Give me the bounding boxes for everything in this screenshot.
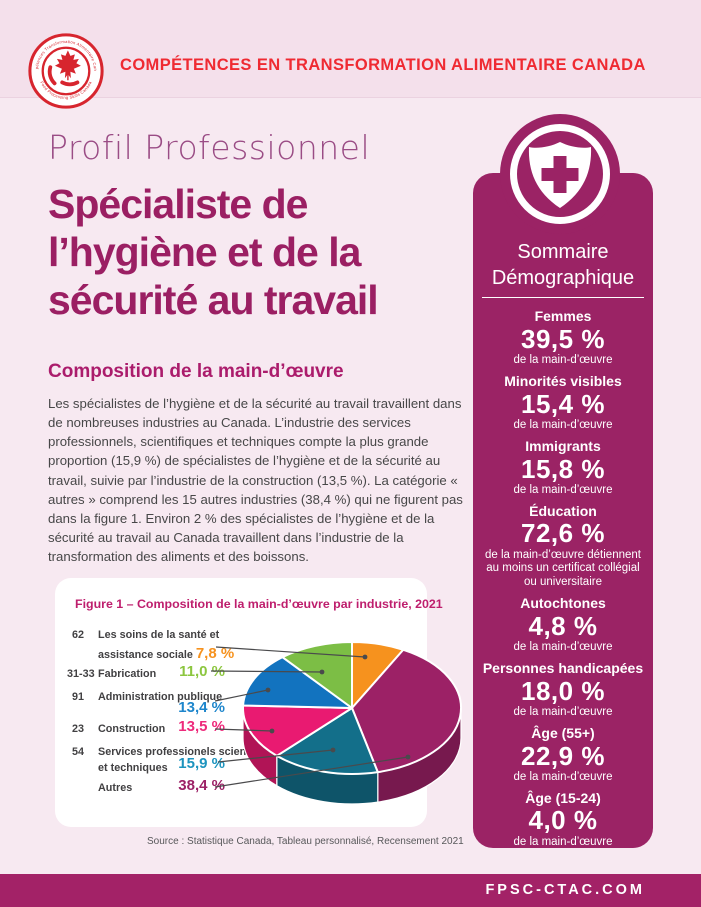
figure-card: Figure 1 – Composition de la main-d’œuvr… [55, 578, 443, 827]
figure-title: Figure 1 – Composition de la main-d’œuvr… [75, 597, 443, 611]
legend-label-2: et techniques [98, 762, 168, 775]
brand-title: COMPÉTENCES EN TRANSFORMATION ALIMENTAIR… [120, 56, 646, 74]
stat-value: 22,9 % [521, 740, 605, 771]
section-title: Composition de la main-d’œuvre [48, 361, 344, 382]
panel-divider [482, 296, 644, 298]
demographic-panel: Sommaire Démographique Femmes 39,5 % de … [473, 173, 653, 848]
stat-label: Immigrants [525, 437, 601, 454]
stat-caption: de la main-d’œuvre [513, 353, 613, 366]
stat-label: Éducation [529, 502, 597, 519]
stat-caption: de la main-d’œuvre [513, 418, 613, 431]
stat-label: Personnes handicapées [482, 659, 644, 676]
stat-autochtones: Autochtones 4,8 % de la main-d’œuvre [482, 595, 644, 654]
legend-label: Administration publique [98, 691, 223, 703]
legend-pct: 7,8 % [195, 645, 235, 663]
stat-value: 4,0 % [528, 805, 598, 836]
maple-leaf-icon [47, 50, 81, 87]
stat-caption: de la main-d’œuvre [513, 705, 613, 718]
legend-pct: 13,5 % [178, 718, 225, 735]
legend-label: Autres [98, 782, 133, 794]
stat-caption: de la main-d’œuvre [513, 835, 613, 848]
legend-pct: 13,4 % [178, 699, 225, 716]
stat-age-55: Âge (55+) 22,9 % de la main-d’œuvre [482, 725, 644, 784]
stat-value: 72,6 % [521, 518, 605, 549]
stat-minorites: Minorités visibles 15,4 % de la main-d’œ… [482, 373, 644, 432]
stat-caption: de la main-d’œuvre [513, 770, 613, 783]
stat-femmes: Femmes 39,5 % de la main-d’œuvre [482, 308, 644, 367]
stat-age-15-24: Âge (15-24) 4,0 % de la main-d’œuvre [482, 790, 644, 849]
footer-bar: FPSC-CTAC.COM [0, 874, 701, 907]
brand-logo-icon: Compétences Transformation Alimentaire C… [28, 33, 104, 109]
shield-badge-icon [500, 114, 620, 234]
legend-code: 62 [72, 629, 85, 641]
stat-label: Âge (55+) [531, 724, 595, 741]
profile-eyebrow: Profil Professionnel [48, 128, 371, 167]
stat-label: Minorités visibles [504, 372, 622, 389]
legend-label: Construction [98, 723, 166, 735]
header-band [0, 0, 701, 98]
panel-title: Sommaire Démographique [491, 241, 635, 290]
stat-value: 18,0 % [521, 675, 605, 706]
stats-list: Femmes 39,5 % de la main-d’œuvre Minorit… [482, 308, 644, 849]
legend-pct: 15,9 % [178, 755, 225, 772]
legend-item: Les soins de la santé et assistance soci… [98, 627, 298, 666]
legend-label-2: assistance sociale [98, 649, 193, 662]
stat-caption: de la main-d’œuvre [513, 483, 613, 496]
body-paragraph: Les spécialistes de l’hygiène et de la s… [48, 396, 463, 565]
stat-value: 15,8 % [521, 453, 605, 484]
logo-arrow-icon [47, 65, 57, 86]
source-line: Source : Statistique Canada, Tableau per… [147, 836, 464, 847]
legend-label: Fabrication [98, 668, 157, 680]
stat-value: 39,5 % [521, 323, 605, 354]
stat-caption: de la main-d’œuvre [513, 640, 613, 653]
footer-url-link[interactable]: FPSC-CTAC.COM [485, 882, 645, 898]
stat-handicapees: Personnes handicapées 18,0 % de la main-… [482, 660, 644, 719]
shield-cross-icon [528, 142, 592, 208]
stat-value: 4,8 % [528, 610, 598, 641]
stat-value: 15,4 % [521, 388, 605, 419]
legend-label: Les soins de la santé et [98, 629, 220, 641]
stat-label: Âge (15-24) [525, 789, 601, 806]
legend-code: 54 [72, 746, 85, 758]
stat-immigrants: Immigrants 15,8 % de la main-d’œuvre [482, 438, 644, 497]
page-title: Spécialiste de l’hygiène et de la sécuri… [48, 181, 379, 323]
stat-label: Autochtones [520, 594, 606, 611]
stat-label: Femmes [534, 307, 592, 324]
legend-code: 91 [72, 691, 85, 703]
stat-education: Éducation 72,6 % de la main-d’œuvre déti… [482, 503, 644, 590]
stat-caption: de la main-d’œuvre détiennent au moins u… [485, 548, 641, 588]
legend-code: 31-33 [67, 668, 95, 680]
legend-code: 23 [72, 723, 85, 735]
legend-pct: 11,0 % [179, 663, 225, 680]
legend-pct: 38,4 % [178, 777, 225, 794]
